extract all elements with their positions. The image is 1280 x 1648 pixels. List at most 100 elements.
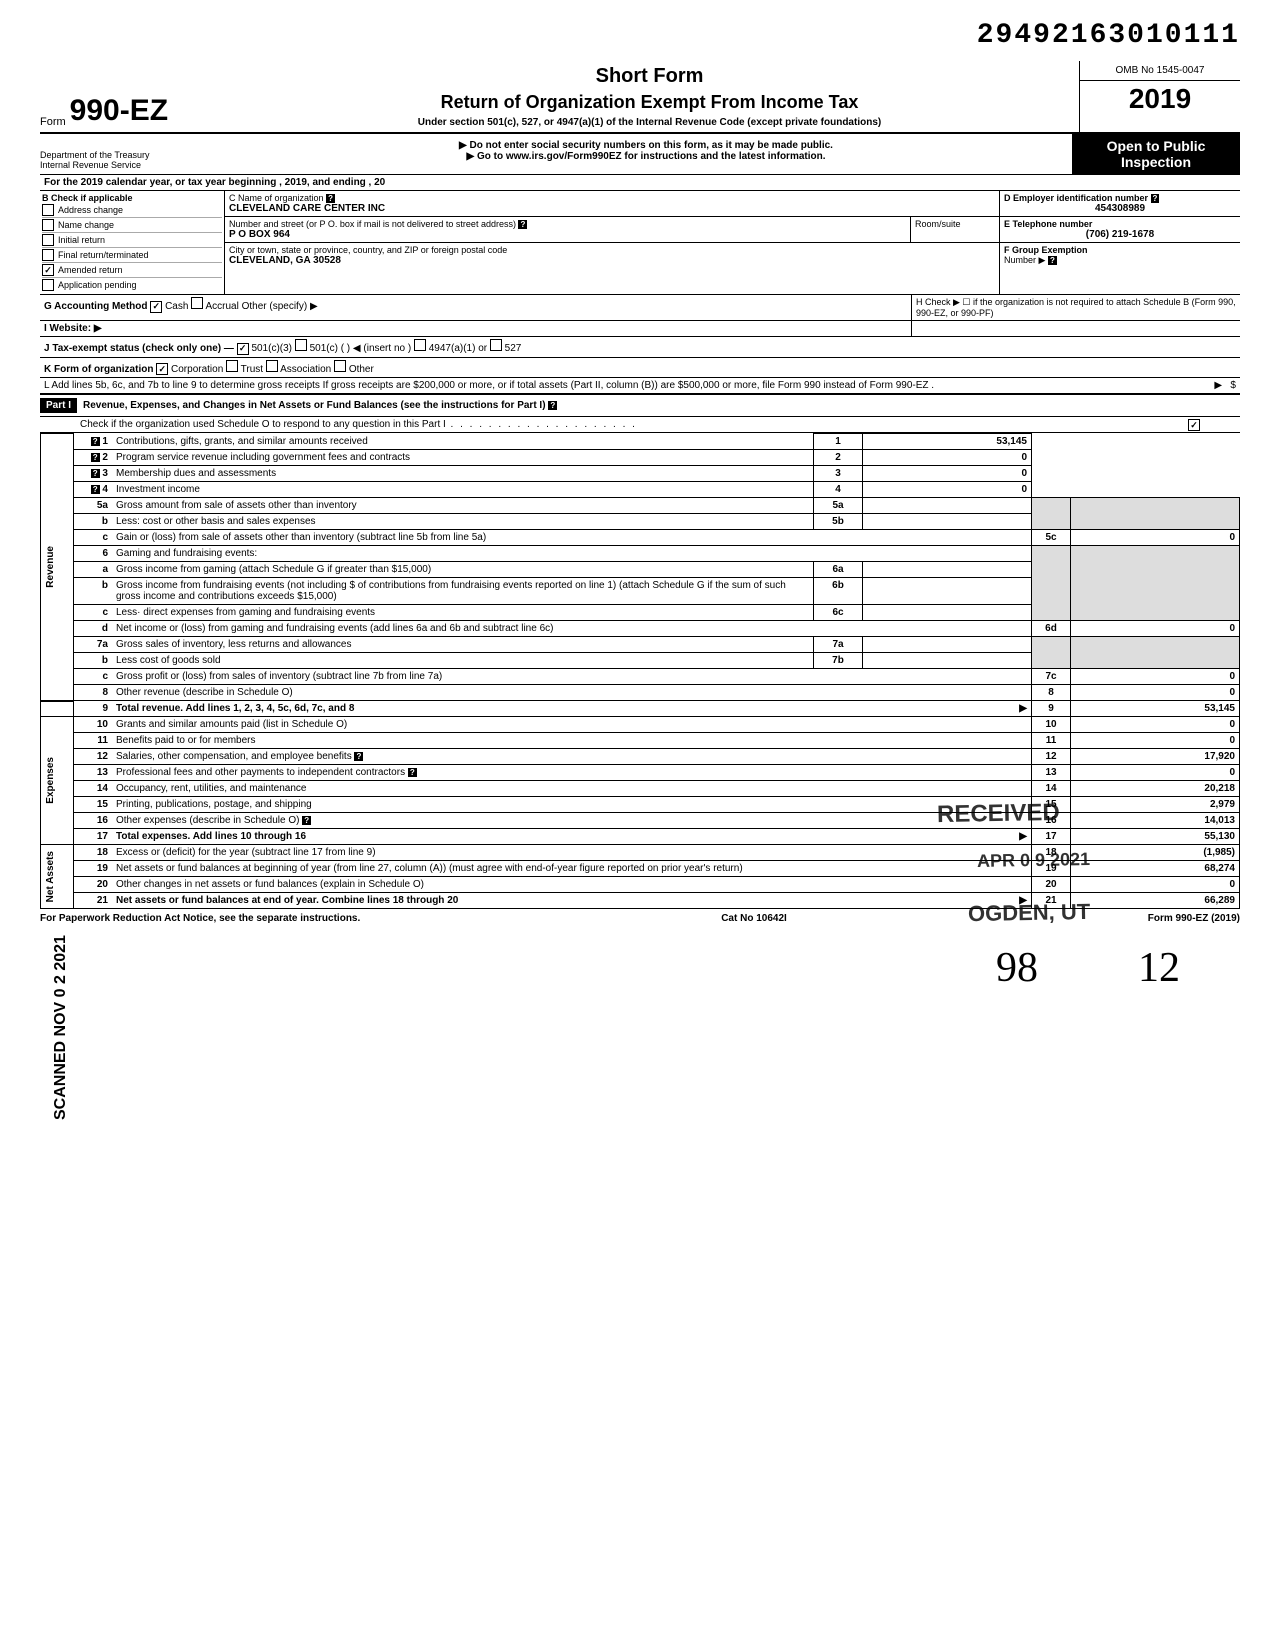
line-2-desc: Program service revenue including govern… [112,450,814,466]
footer-center: Cat No 10642I [721,913,787,924]
line-7a-desc: Gross sales of inventory, less returns a… [112,637,814,653]
line-1-no: ? 1 [74,434,113,450]
cb-527[interactable] [490,339,502,351]
cb-other-org[interactable] [334,360,346,372]
line-6a-sub: 6a [814,562,863,578]
line-5c-amt: 0 [1071,530,1240,546]
cb-application-pending[interactable]: Application pending [42,278,222,292]
accounting-other: Other (specify) ▶ [242,301,318,312]
org-name: CLEVELAND CARE CENTER INC [229,203,995,214]
dept-irs: Internal Revenue Service [40,160,220,170]
line-6a-val [863,562,1032,578]
line-6a-desc: Gross income from gaming (attach Schedul… [112,562,814,578]
cb-501c3[interactable]: ✓ [237,343,249,355]
line-8-num: 8 [1032,685,1071,701]
cb-501c[interactable] [295,339,307,351]
line-1-desc: Contributions, gifts, grants, and simila… [112,434,814,450]
group-number: Number ▶ ? [1004,255,1236,266]
line-1-num: 1 [814,434,863,450]
cb-initial-return[interactable]: Initial return [42,233,222,248]
line-5b-desc: Less: cost or other basis and sales expe… [112,514,814,530]
cb-trust[interactable] [226,360,238,372]
cb-association[interactable] [266,360,278,372]
line-5a-sub: 5a [814,498,863,514]
cb-address-change[interactable]: Address change [42,203,222,218]
header-row-2: Department of the Treasury Internal Reve… [40,134,1240,175]
line-14-num: 14 [1032,781,1071,797]
line-4-desc: Investment income [112,482,814,498]
line-20-amt: 0 [1071,877,1240,893]
line-6-desc: Gaming and fundraising events: [112,546,1032,562]
line-g-label: G Accounting Method [44,301,148,312]
org-name-label: C Name of organization ? [229,193,995,203]
line-12-num: 12 [1032,749,1071,765]
line-5a-val [863,498,1032,514]
part-1-header: Part I Revenue, Expenses, and Changes in… [40,394,1240,417]
org-details: C Name of organization ? CLEVELAND CARE … [225,191,1000,294]
cb-final-return[interactable]: Final return/terminated [42,248,222,263]
website-label: I Website: ▶ [40,321,912,336]
line-j-label: J Tax-exempt status (check only one) — [44,343,234,354]
line-17-desc: Total expenses. Add lines 10 through 16 … [112,829,1032,845]
line-11-desc: Benefits paid to or for members [112,733,1032,749]
cb-amended-return[interactable]: ✓Amended return [42,263,222,278]
line-5a-desc: Gross amount from sale of assets other t… [112,498,814,514]
line-3-amt: 0 [863,466,1032,482]
line-16-desc: Other expenses (describe in Schedule O) … [112,813,1032,829]
cb-4947[interactable] [414,339,426,351]
form-header: Form 990-EZ Short Form Return of Organiz… [40,61,1240,134]
line-5b-val [863,514,1032,530]
line-6d-desc: Net income or (loss) from gaming and fun… [112,621,1032,637]
line-k-label: K Form of organization [44,364,153,375]
line-21-amt: 66,289 [1071,893,1240,909]
line-15-desc: Printing, publications, postage, and shi… [112,797,1032,813]
form-prefix: Form [40,116,66,128]
line-6b-val [863,578,1032,605]
part-1-title: Revenue, Expenses, and Changes in Net As… [77,400,1240,411]
header-right: OMB No 1545-0047 20201919 [1079,61,1240,132]
short-form-label: Short Form [230,65,1069,88]
line-j: J Tax-exempt status (check only one) — ✓… [40,337,1240,358]
line-2-amt: 0 [863,450,1032,466]
right-info: D Employer identification number ? 45430… [1000,191,1240,294]
cb-corporation[interactable]: ✓ [156,363,168,375]
cb-cash[interactable]: ✓ [150,301,162,313]
cb-schedule-o[interactable]: ✓ [1188,419,1200,431]
instructions-block: Do not enter social security numbers on … [220,134,1072,174]
line-5c-num: 5c [1032,530,1071,546]
netassets-side-label: Net Assets [41,845,74,909]
line-4-amt: 0 [863,482,1032,498]
line-21-desc: Net assets or fund balances at end of ye… [112,893,1032,909]
line-11-num: 11 [1032,733,1071,749]
line-l-text: L Add lines 5b, 6c, and 7b to line 9 to … [40,378,1240,393]
line-3-num: 3 [814,466,863,482]
line-18-desc: Excess or (deficit) for the year (subtra… [112,845,1032,861]
line-12-desc: Salaries, other compensation, and employ… [112,749,1032,765]
cb-name-change[interactable]: Name change [42,218,222,233]
line-7c-num: 7c [1032,669,1071,685]
omb-number: OMB No 1545-0047 [1080,61,1240,81]
line-9-desc: Total revenue. Add lines 1, 2, 3, 4, 5c,… [112,701,1032,717]
handwritten-sig: 98 [996,944,1038,992]
no-ssn-warning: Do not enter social security numbers on … [226,140,1066,151]
line-16-amt: 14,013 [1071,813,1240,829]
line-10-desc: Grants and similar amounts paid (list in… [112,717,1032,733]
line-2-num: 2 [814,450,863,466]
line-6d-amt: 0 [1071,621,1240,637]
line-19-desc: Net assets or fund balances at beginning… [112,861,1032,877]
line-h: H Check ▶ ☐ if the organization is not r… [912,295,1240,320]
line-6c-val [863,605,1032,621]
line-13-num: 13 [1032,765,1071,781]
tel-value: (706) 219-1678 [1004,229,1236,240]
line-19-amt: 68,274 [1071,861,1240,877]
addr-label: Number and street (or P O. box if mail i… [229,219,906,229]
room-suite-label: Room/suite [910,217,999,242]
section-b-label: B Check if applicable [42,193,222,203]
cb-accrual[interactable] [191,297,203,309]
footer-right: Form 990-EZ (2019) [1148,913,1240,924]
line-6c-sub: 6c [814,605,863,621]
line-10-amt: 0 [1071,717,1240,733]
line-7a-sub: 7a [814,637,863,653]
org-city: CLEVELAND, GA 30528 [229,255,995,266]
line-14-desc: Occupancy, rent, utilities, and maintena… [112,781,1032,797]
